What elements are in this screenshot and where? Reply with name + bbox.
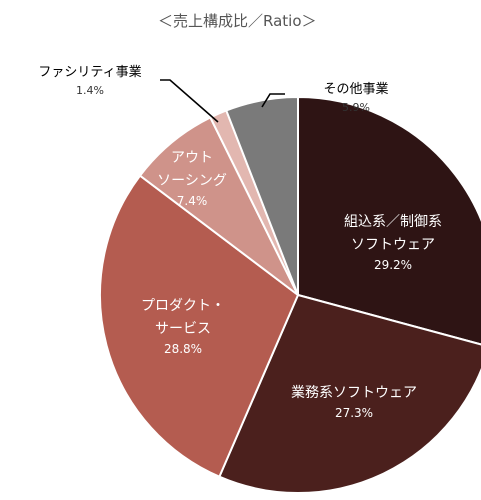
- pie-slices: [99, 95, 481, 495]
- slice-value-label-4: 1.4%: [76, 84, 104, 97]
- slice-value-label-1: 27.3%: [335, 406, 373, 420]
- chart-title: ＜売上構成比／Ratio＞: [158, 12, 317, 30]
- pie-slice-1: [218, 293, 481, 495]
- slice-value-label-5: 5.9%: [342, 101, 370, 114]
- slice-label-2-line-0: プロダクト・: [141, 298, 225, 314]
- slice-label-3-line-0: アウト: [171, 150, 213, 166]
- slice-label-1-line-0: 業務系ソフトウェア: [291, 385, 417, 401]
- slice-label-2-line-1: サービス: [155, 321, 211, 337]
- slice-label-0-line-1: ソフトウェア: [351, 237, 435, 253]
- slice-label-3-line-1: ソーシング: [157, 173, 227, 189]
- pie-slice-5: [224, 95, 299, 296]
- pie-slice-2: [99, 174, 300, 479]
- slice-label-0-line-0: 組込系／制御系: [344, 214, 442, 230]
- pie-slice-0: [297, 95, 481, 346]
- slice-value-label-0: 29.2%: [374, 258, 412, 272]
- slice-value-label-3: 7.4%: [177, 194, 208, 208]
- slice-value-label-2: 28.8%: [164, 342, 202, 356]
- leader-line-facility: [160, 79, 219, 123]
- leader-line-other: [261, 93, 285, 108]
- slice-label-4-line-0: ファシリティ事業: [38, 64, 141, 80]
- leader-lines: [160, 79, 285, 123]
- slice-label-5-line-0: その他事業: [323, 81, 388, 97]
